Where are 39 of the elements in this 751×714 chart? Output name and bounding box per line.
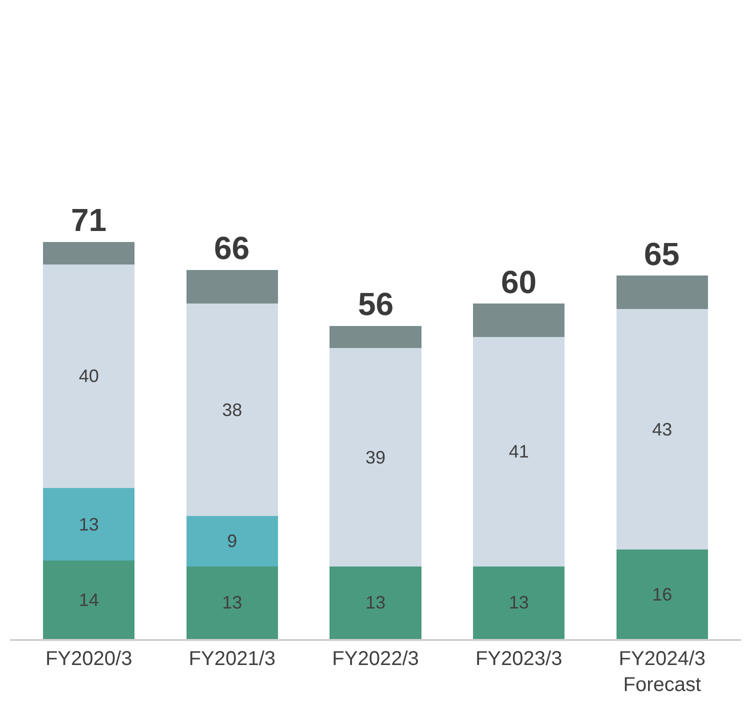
total-label: 56 xyxy=(358,286,394,322)
data-label: 13 xyxy=(365,592,386,613)
bar xyxy=(42,264,135,488)
data-label: 43 xyxy=(652,419,672,440)
data-label: 13 xyxy=(222,592,242,613)
total-label: 66 xyxy=(214,230,250,266)
data-label: 40 xyxy=(78,366,99,386)
x-tick-label: FY2022/3 xyxy=(332,648,419,670)
bar xyxy=(472,566,565,639)
total-label: 71 xyxy=(71,202,107,238)
data-label: 16 xyxy=(652,584,672,604)
data-label: 13 xyxy=(78,514,99,534)
bar xyxy=(330,566,422,639)
data-label: 13 xyxy=(508,592,529,613)
bar xyxy=(42,560,135,639)
bar xyxy=(616,276,708,310)
total-label: 60 xyxy=(501,264,537,300)
data-label: 38 xyxy=(222,400,242,420)
bar xyxy=(186,270,278,304)
x-tick-label: FY2023/3 xyxy=(475,648,562,670)
x-tick-label: FY2020/3 xyxy=(45,648,132,670)
bar xyxy=(186,516,278,566)
x-tick-label: FY2024/3 Forecast xyxy=(618,648,706,696)
x-tick-label: FY2021/3 xyxy=(188,648,276,670)
bar xyxy=(472,337,565,566)
total-label: 65 xyxy=(644,236,680,272)
data-label: 41 xyxy=(508,442,529,462)
data-label: 39 xyxy=(365,447,386,468)
data-label: 14 xyxy=(78,590,99,610)
bar xyxy=(330,348,422,566)
bar xyxy=(186,304,278,516)
bar xyxy=(472,304,565,338)
bar xyxy=(42,242,135,264)
bar xyxy=(330,326,422,348)
bar xyxy=(616,550,708,639)
bar xyxy=(616,309,708,550)
bar xyxy=(186,566,278,639)
data-label: 9 xyxy=(227,531,238,552)
bar xyxy=(42,488,135,561)
